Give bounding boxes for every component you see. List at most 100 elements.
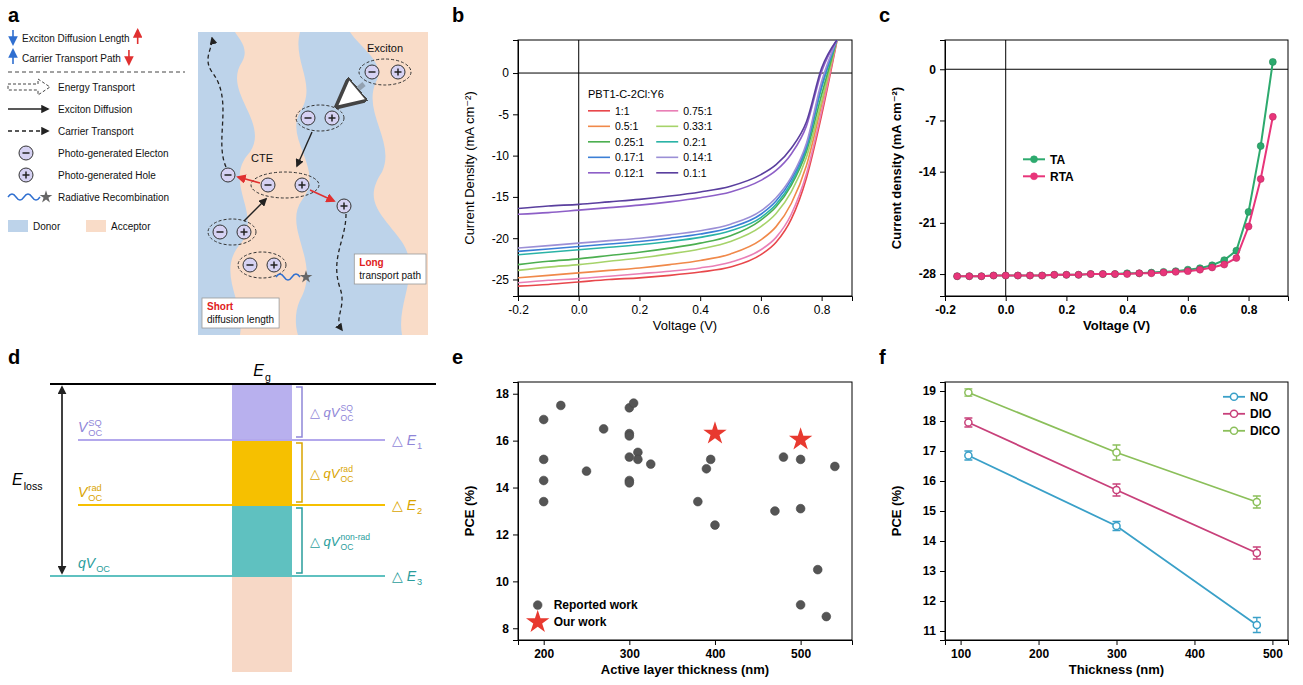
level-eg [50, 383, 436, 385]
series-line [968, 456, 1256, 626]
marker [1063, 271, 1070, 278]
marker [966, 273, 973, 280]
radiative-wave [276, 274, 300, 280]
label-sub: g [265, 371, 271, 383]
legend-marker [1230, 427, 1237, 434]
x-tick-label: -0.2 [508, 303, 529, 317]
electron-icon [365, 65, 379, 79]
marker [978, 273, 985, 280]
legend-line [656, 157, 678, 159]
marker [1253, 498, 1260, 505]
label-base: V [78, 484, 89, 500]
key-icon-diffusion [8, 108, 48, 109]
y-tick: -15 [492, 190, 518, 204]
marker [789, 427, 812, 449]
label-base: V [78, 419, 89, 435]
key-label: Acceptor [111, 221, 151, 232]
electron-icon [213, 225, 227, 239]
legend-line [588, 141, 610, 143]
x-axis-line [519, 297, 853, 302]
marker [796, 455, 805, 464]
marker [954, 273, 961, 280]
marker [1148, 270, 1155, 277]
marker [1148, 269, 1155, 276]
legend-marker [1031, 156, 1038, 163]
y-axis-line [940, 41, 946, 297]
x-tick: 0.0 [998, 296, 1015, 317]
x-tick: 0.6 [1180, 296, 1197, 317]
y-tick: 15 [923, 504, 945, 518]
y-tick-label: 15 [923, 504, 937, 518]
error-bar [964, 451, 972, 460]
label-sub: OC [341, 474, 354, 484]
marker [1160, 268, 1167, 275]
label-sub: OC [341, 542, 354, 552]
y-tick-mark [513, 73, 518, 74]
error-bar [964, 389, 972, 396]
icon-part [369, 71, 376, 73]
y-tick-mark [513, 279, 518, 280]
x-tick-mark [579, 296, 580, 301]
series-line [518, 40, 837, 208]
x-tick-label: 0.6 [1180, 303, 1197, 317]
key-label: Carrier Transport [58, 126, 134, 137]
y-tick-mark [513, 488, 518, 489]
y-tick: 14 [496, 481, 518, 495]
hole-icon [19, 168, 33, 182]
series [954, 58, 1277, 279]
x-tick: 500 [1263, 640, 1283, 661]
carrier-path [208, 38, 226, 167]
legend-label: Reported work [554, 598, 638, 612]
panel-letter: b [452, 4, 464, 26]
y-tick: 16 [923, 474, 945, 488]
y-tick-label: 14 [496, 481, 510, 495]
y-tick-mark [940, 511, 945, 512]
series [518, 40, 837, 208]
y-tick-mark [940, 571, 945, 572]
x-tick: 200 [534, 640, 554, 661]
y-tick-mark [513, 628, 518, 629]
key-icon-energy [8, 79, 50, 95]
marker [1184, 268, 1191, 275]
label-sup: rad [88, 483, 101, 493]
x-tick-mark [544, 640, 545, 645]
y-tick-label: -7 [925, 114, 936, 128]
marker [965, 419, 972, 426]
marker [539, 455, 548, 464]
marker [954, 273, 961, 280]
x-tick-label: 0.8 [1241, 303, 1258, 317]
band-sq [232, 384, 292, 440]
legend-line [588, 126, 610, 128]
y-tick-mark [513, 441, 518, 442]
separation-arrow [310, 190, 334, 201]
series [518, 42, 837, 286]
x-tick: 300 [1107, 640, 1127, 661]
icon-part [295, 178, 309, 192]
x-tick-label: 0.0 [571, 303, 588, 317]
rich-label: Eloss [12, 471, 42, 492]
label-sup: SQ [88, 418, 101, 428]
x-tick-mark [801, 640, 802, 645]
y-tick: -25 [492, 273, 518, 287]
series [518, 40, 837, 248]
x-tick: -0.2 [935, 296, 956, 317]
legend-marker [526, 610, 549, 632]
band-below [232, 576, 292, 672]
marker [1087, 271, 1094, 278]
bracket [296, 387, 302, 437]
key-label: Donor [33, 221, 61, 232]
panel-letter: a [8, 4, 20, 26]
icon-part [19, 146, 33, 160]
chart-panel: b-0.20.00.20.40.60.8-25-20-15-10-50Volta… [452, 4, 853, 333]
legend-label: NO [1250, 390, 1268, 404]
x-tick-mark [761, 296, 762, 301]
y-tick-label: -28 [919, 267, 937, 281]
legend-label: 0.33:1 [683, 120, 712, 132]
key-label: Photo-generated Hole [58, 170, 156, 181]
series-line [518, 40, 837, 214]
x-tick: 0.6 [753, 296, 770, 317]
x-tick-label: 200 [1029, 647, 1049, 661]
eloss-arrow [61, 387, 63, 573]
callout-text: diffusion length [207, 314, 274, 325]
x-tick: 0.2 [1059, 296, 1076, 317]
